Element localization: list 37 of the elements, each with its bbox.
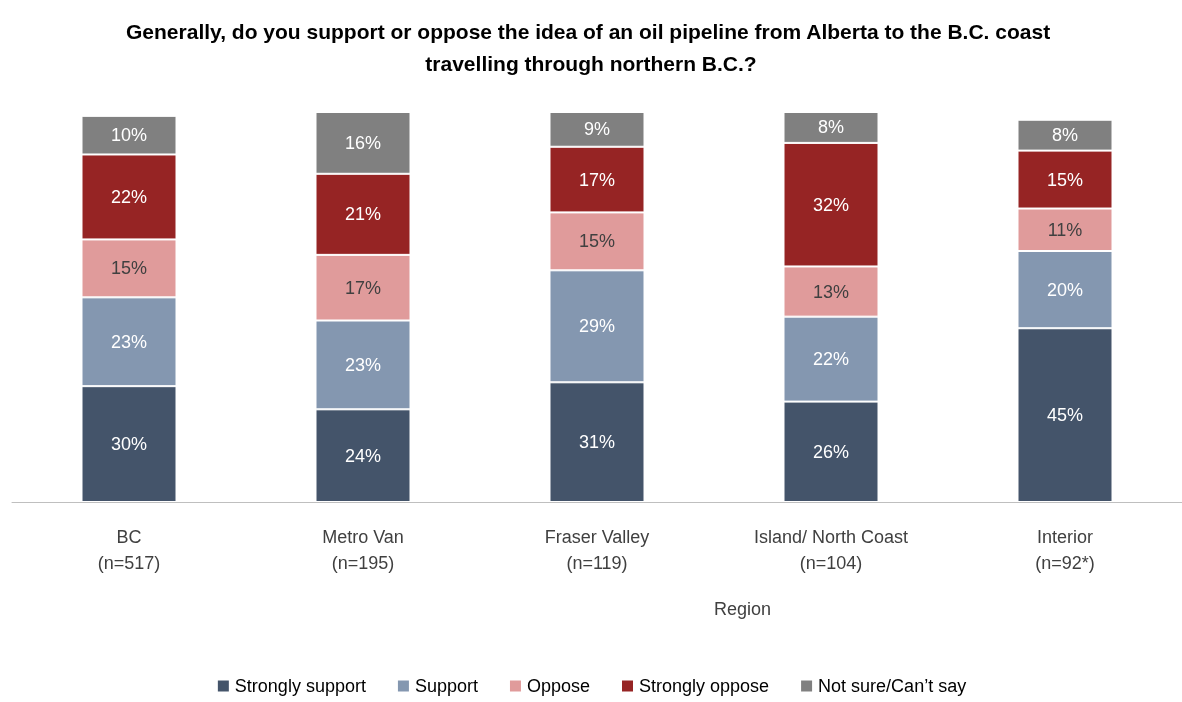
legend-label: Support (414, 676, 478, 696)
x-tick-label: Fraser Valley (n=119) (544, 527, 650, 573)
data-label: 26% (812, 441, 850, 462)
data-label: 13% (812, 281, 850, 302)
data-label: 30% (110, 434, 148, 455)
legend-label: Strongly oppose (639, 676, 770, 696)
data-label: 32% (812, 194, 850, 215)
data-label: 8% (817, 117, 845, 138)
text: Region (714, 599, 772, 619)
chart-title: Generally, do you support or oppose the idea of an oil pipeline from Alberta to the B.C. coast travelling through northern B.C.? (126, 19, 1056, 75)
data-label: 31% (578, 432, 616, 453)
data-label: 21% (344, 204, 382, 225)
data-label: 11% (1047, 219, 1083, 240)
legend-label: Oppose (526, 676, 591, 696)
data-label: 15% (578, 231, 616, 252)
x-tick-label: Metro Van (n=195) (322, 527, 404, 573)
data-label: 15% (110, 258, 148, 279)
data-label: 10% (110, 125, 148, 146)
data-label: 23% (344, 354, 382, 375)
x-tick-label: BC (n=517) (97, 527, 161, 573)
data-label: 9% (583, 119, 611, 140)
x-tick-label: Island/ North Coast (n=104) (753, 527, 909, 573)
data-label: 23% (110, 331, 148, 352)
x-tick-label: Interior (n=92*) (1035, 527, 1095, 573)
data-label: 29% (578, 316, 616, 337)
data-label: 24% (344, 445, 382, 466)
data-label: 22% (110, 186, 148, 207)
data-label: 16% (344, 132, 382, 153)
data-label: 17% (344, 277, 382, 298)
data-label: 22% (812, 349, 850, 370)
data-label: 17% (578, 169, 616, 190)
data-label: 8% (1051, 125, 1079, 146)
legend-label: Not sure/Can’t say (818, 676, 967, 696)
data-label: 20% (1046, 279, 1084, 300)
legend-label: Strongly support (234, 676, 366, 696)
data-label: 45% (1046, 405, 1084, 426)
data-label: 15% (1046, 169, 1084, 190)
